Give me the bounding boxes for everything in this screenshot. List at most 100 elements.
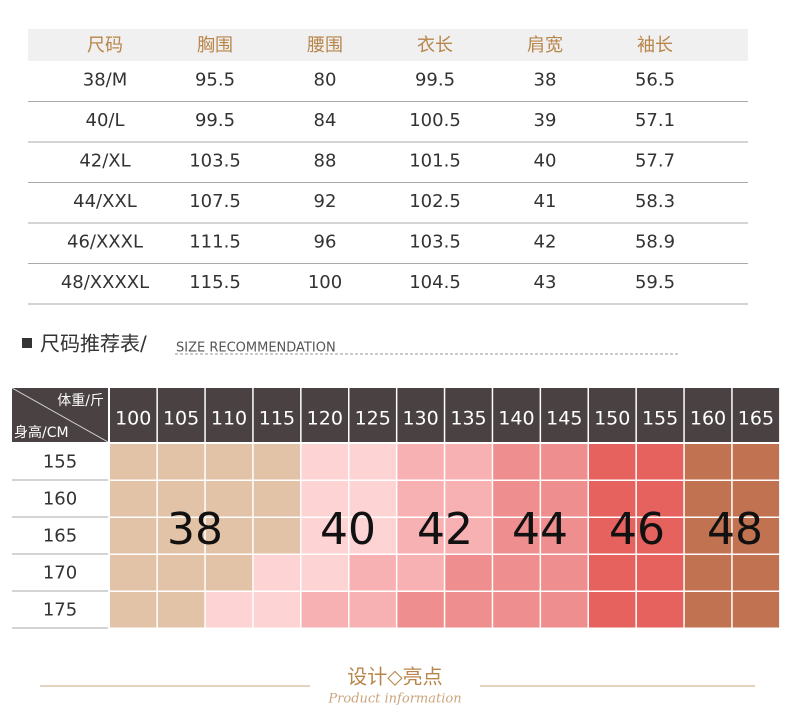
table-header-bg: [28, 29, 748, 61]
size-cell: [636, 518, 684, 554]
size-cell: [445, 518, 492, 554]
size-cell: [445, 481, 492, 517]
size-cell: [541, 555, 588, 591]
size-zone-label: 46: [609, 504, 665, 555]
weight-header-cell: [205, 388, 253, 442]
weight-header-cell: [397, 388, 444, 442]
weight-header-cell: [493, 388, 540, 442]
table-cell: 42/XL: [79, 150, 130, 171]
table-cell: 38: [534, 69, 557, 90]
table-cell: 115.5: [189, 272, 241, 293]
table-cell: 38/M: [83, 69, 128, 90]
table-cell: 80: [314, 69, 337, 90]
size-cell: [541, 444, 588, 480]
size-cell: [157, 444, 205, 480]
size-cell: [493, 518, 540, 554]
size-cell: [397, 481, 444, 517]
size-cell: [445, 444, 492, 480]
table-cell: 40/L: [86, 110, 125, 131]
table-header-cell: 腰围: [307, 35, 343, 56]
weight-label: 150: [594, 408, 630, 430]
table-cell: 88: [314, 150, 337, 171]
height-label: 身高/CM: [14, 424, 69, 441]
section-bullet: [22, 338, 32, 348]
height-label: 170: [43, 563, 77, 584]
table-cell: 58.9: [635, 231, 675, 252]
table-cell: 44/XXL: [73, 191, 137, 212]
weight-header-cell: [684, 388, 732, 442]
size-cell: [301, 592, 348, 628]
size-cell: [684, 518, 732, 554]
size-cell: [157, 592, 205, 628]
table-cell: 59.5: [635, 272, 675, 293]
size-cell: [349, 555, 396, 591]
table-cell: 84: [314, 110, 337, 131]
size-cell: [684, 555, 732, 591]
size-cell: [493, 481, 540, 517]
table-cell: 92: [314, 191, 337, 212]
weight-label: 115: [259, 408, 295, 430]
weight-label: 145: [546, 408, 582, 430]
size-cell: [589, 592, 636, 628]
size-cell: [301, 518, 348, 554]
weight-label: 165: [738, 408, 774, 430]
size-cell: [636, 555, 684, 591]
weight-header-cell: [301, 388, 348, 442]
table-header-cell: 袖长: [637, 35, 673, 56]
weight-label: 160: [690, 408, 726, 430]
size-cell: [253, 481, 301, 517]
size-cell: [301, 555, 348, 591]
size-cell: [157, 555, 205, 591]
weight-label: 135: [450, 408, 486, 430]
table-cell: 104.5: [409, 272, 461, 293]
weight-header-cell: [589, 388, 636, 442]
size-cell: [541, 592, 588, 628]
table-header-cell: 衣长: [417, 35, 453, 56]
size-cell: [253, 592, 301, 628]
size-zone-label: 44: [512, 504, 568, 555]
size-cell: [301, 481, 348, 517]
size-cell: [684, 592, 732, 628]
footer-title: 设计◇亮点: [347, 665, 442, 689]
size-cell: [349, 592, 396, 628]
table-cell: 39: [534, 110, 557, 131]
size-cell: [397, 555, 444, 591]
weight-label: 130: [402, 408, 438, 430]
size-cell: [205, 481, 253, 517]
size-cell: [110, 518, 157, 554]
weight-header-cell: [110, 388, 157, 442]
size-cell: [253, 518, 301, 554]
size-cell: [110, 444, 157, 480]
size-cell: [205, 518, 253, 554]
size-cell: [589, 444, 636, 480]
table-cell: 102.5: [409, 191, 461, 212]
table-cell: 96: [314, 231, 337, 252]
table-cell: 42: [534, 231, 557, 252]
table-cell: 107.5: [189, 191, 241, 212]
size-cell: [732, 555, 780, 591]
size-cell: [205, 444, 253, 480]
size-zone-label: 48: [707, 504, 763, 555]
weight-label: 120: [307, 408, 343, 430]
size-cell: [541, 481, 588, 517]
table-cell: 58.3: [635, 191, 675, 212]
table-header-cell: 尺码: [87, 35, 123, 56]
table-cell: 103.5: [409, 231, 461, 252]
section-subtitle: SIZE RECOMMENDATION: [176, 341, 336, 356]
size-cell: [636, 481, 684, 517]
weight-header-cell: [541, 388, 588, 442]
table-cell: 99.5: [415, 69, 455, 90]
size-cell: [397, 518, 444, 554]
table-cell: 48/XXXXL: [61, 272, 149, 293]
weight-label: 体重/斤: [57, 393, 104, 409]
table-header-cell: 胸围: [197, 35, 233, 56]
size-zone-label: 40: [320, 504, 376, 555]
weight-header-cell: [157, 388, 205, 442]
table-cell: 103.5: [189, 150, 241, 171]
table-cell: 40: [534, 150, 557, 171]
size-cell: [589, 518, 636, 554]
table-cell: 41: [534, 191, 557, 212]
size-cell: [445, 555, 492, 591]
size-cell: [349, 481, 396, 517]
size-cell: [157, 481, 205, 517]
